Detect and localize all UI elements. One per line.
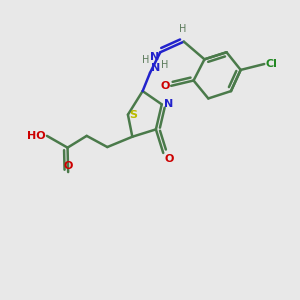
Text: N: N: [152, 63, 161, 73]
Text: O: O: [160, 81, 170, 91]
Text: H: H: [142, 55, 149, 65]
Text: H: H: [179, 24, 186, 34]
Text: Cl: Cl: [266, 59, 278, 69]
Text: HO: HO: [27, 131, 46, 141]
Text: S: S: [129, 110, 137, 120]
Text: H: H: [161, 60, 169, 70]
Text: O: O: [165, 154, 174, 164]
Text: O: O: [64, 160, 73, 171]
Text: N: N: [164, 99, 173, 110]
Text: N: N: [150, 52, 159, 62]
